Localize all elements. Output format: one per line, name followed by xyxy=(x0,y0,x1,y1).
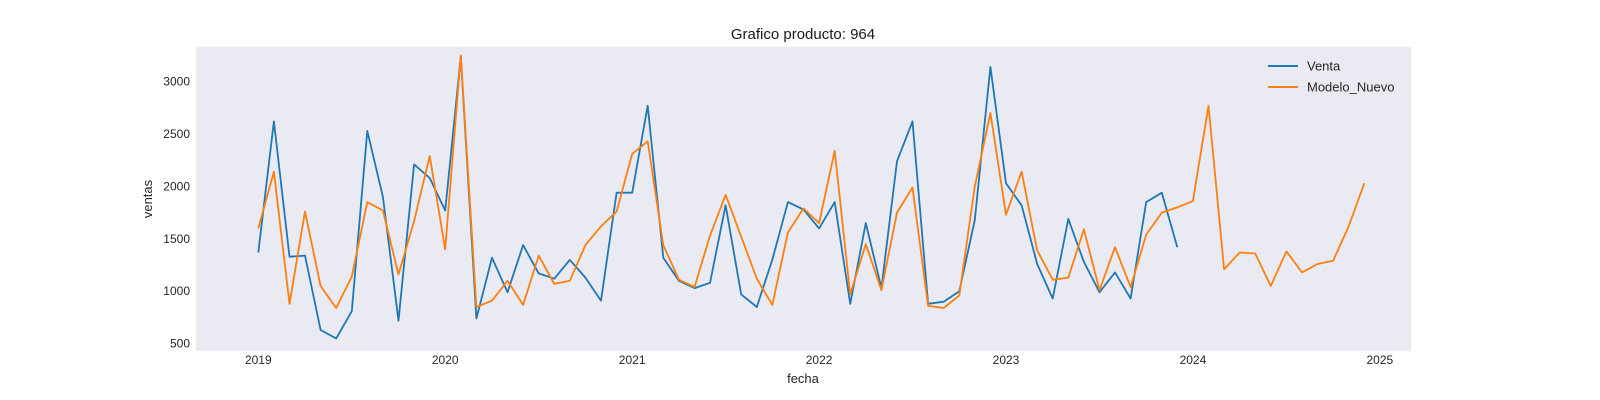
y-tick-label: 500 xyxy=(170,337,190,351)
series-lines xyxy=(257,54,1366,340)
x-tick-label: 2024 xyxy=(1180,353,1207,367)
x-tick-label: 2020 xyxy=(432,353,459,367)
y-tick-label: 2000 xyxy=(163,179,190,193)
y-axis-ticks: 500 1000 1500 2000 2500 3000 xyxy=(163,75,190,351)
y-tick-label: 1500 xyxy=(163,232,190,246)
x-tick-label: 2022 xyxy=(806,353,833,367)
x-tick-label: 2021 xyxy=(619,353,646,367)
plot-area xyxy=(196,47,1411,351)
x-tick-label: 2023 xyxy=(993,353,1020,367)
y-tick-label: 1000 xyxy=(163,284,190,298)
legend-label: Modelo_Nuevo xyxy=(1307,80,1394,95)
chart-title: Grafico producto: 964 xyxy=(731,26,875,43)
legend-label: Venta xyxy=(1307,59,1341,74)
y-axis-label: ventas xyxy=(140,179,155,218)
series-line-modelo-nuevo xyxy=(257,54,1366,309)
x-tick-label: 2019 xyxy=(245,353,272,367)
x-axis-ticks: 2019 2020 2021 2022 2023 2024 2025 xyxy=(245,353,1394,367)
y-tick-label: 3000 xyxy=(163,75,190,89)
series-line-venta xyxy=(257,55,1179,340)
y-tick-label: 2500 xyxy=(163,127,190,141)
x-tick-label: 2025 xyxy=(1366,353,1393,367)
x-axis-label: fecha xyxy=(787,371,820,386)
legend: Venta Modelo_Nuevo xyxy=(1268,59,1394,95)
